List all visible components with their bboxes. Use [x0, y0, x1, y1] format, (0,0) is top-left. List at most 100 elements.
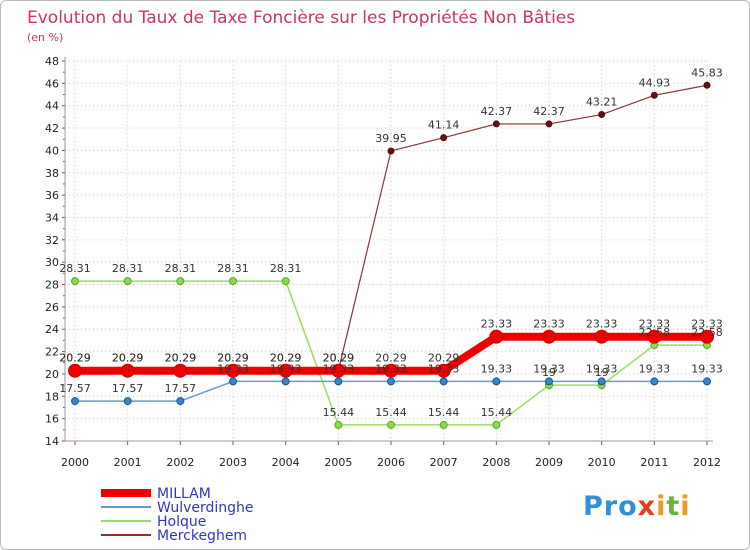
data-label-wulverdinghe: 19.33: [481, 362, 513, 375]
data-point-holque: [123, 277, 132, 286]
data-label-wulverdinghe: 19.33: [428, 362, 460, 375]
data-point-wulverdinghe: [650, 377, 659, 386]
data-point-millam: [542, 329, 556, 344]
data-point-wulverdinghe: [545, 377, 553, 386]
chart-title: Evolution du Taux de Taxe Foncière sur l…: [27, 8, 575, 28]
data-point-millam: [436, 363, 451, 378]
x-tick-label: 2005: [324, 456, 352, 469]
legend-label-holque: Holque: [157, 514, 206, 530]
x-tick-label: 2004: [272, 456, 300, 469]
data-point-millam: [700, 329, 714, 344]
data-label-millam: 23.33: [639, 318, 671, 331]
x-tick-label: 2009: [535, 456, 563, 469]
data-label-holque: 19: [542, 366, 556, 379]
data-point-merckeghem: [650, 91, 658, 99]
y-tick-label: 44: [45, 100, 59, 113]
y-tick-label: 40: [45, 144, 59, 157]
x-tick-label: 2001: [114, 456, 142, 469]
x-tick-label: 2003: [219, 456, 247, 469]
data-point-holque: [71, 277, 79, 286]
data-point-holque: [281, 277, 290, 286]
data-point-wulverdinghe: [334, 377, 343, 386]
data-point-wulverdinghe: [492, 377, 501, 386]
data-label-millam: 23.33: [691, 318, 723, 331]
data-point-holque: [176, 277, 185, 286]
x-tick-label: 2007: [430, 456, 458, 469]
x-tick-label: 2002: [166, 456, 194, 469]
data-point-merckeghem: [492, 120, 500, 128]
data-point-wulverdinghe: [439, 377, 448, 386]
legend-label-wulverdinghe: Wulverdinghe: [157, 500, 254, 516]
data-label-merckeghem: 20.29: [270, 352, 302, 365]
data-label-holque: 28.31: [270, 262, 302, 275]
data-point-millam: [647, 329, 662, 344]
data-label-wulverdinghe: 19.33: [691, 362, 723, 375]
data-point-merckeghem: [545, 120, 553, 128]
x-tick-label: 2008: [482, 456, 510, 469]
y-tick-label: 26: [45, 301, 59, 314]
data-point-holque: [387, 420, 395, 429]
data-label-merckeghem: 20.29: [165, 352, 197, 365]
y-tick-label: 22: [45, 346, 59, 359]
data-label-wulverdinghe: 17.57: [59, 382, 91, 395]
data-point-merckeghem: [387, 147, 395, 155]
data-point-millam: [173, 363, 188, 378]
data-point-millam: [331, 363, 346, 378]
data-label-millam: 20.29: [270, 352, 302, 365]
data-label-holque: 15.44: [428, 406, 460, 419]
data-label-merckeghem: 20.29: [112, 352, 144, 365]
data-label-millam: 20.29: [375, 352, 407, 365]
data-label-merckeghem: 42.37: [533, 105, 565, 118]
data-label-wulverdinghe: 17.57: [165, 382, 197, 395]
data-point-millam: [226, 363, 240, 378]
data-point-merckeghem: [440, 134, 448, 142]
x-tick-label: 2012: [693, 456, 721, 469]
y-tick-label: 16: [45, 413, 59, 426]
data-label-wulverdinghe: 19.33: [323, 362, 355, 375]
y-tick-label: 28: [45, 279, 59, 292]
data-point-wulverdinghe: [123, 397, 132, 406]
data-label-holque: 15.44: [481, 406, 513, 419]
data-point-wulverdinghe: [703, 377, 711, 386]
data-point-holque: [334, 420, 343, 429]
data-label-millam: 20.29: [217, 352, 249, 365]
data-point-wulverdinghe: [229, 377, 237, 386]
data-point-holque: [229, 277, 237, 286]
data-point-wulverdinghe: [71, 397, 79, 406]
data-label-millam: 20.29: [323, 352, 355, 365]
data-label-merckeghem: 41.14: [428, 119, 460, 132]
y-tick-label: 42: [45, 122, 59, 135]
data-label-holque: 15.44: [375, 406, 407, 419]
data-label-merckeghem: 39.95: [375, 132, 407, 145]
data-point-merckeghem: [703, 81, 711, 89]
legend-label-millam: MILLAM: [157, 486, 211, 502]
data-point-holque: [439, 420, 448, 429]
data-label-merckeghem: 42.37: [481, 105, 513, 118]
data-point-millam: [594, 329, 609, 344]
data-point-wulverdinghe: [597, 377, 606, 386]
data-label-wulverdinghe: 19.33: [375, 362, 407, 375]
y-tick-label: 38: [45, 167, 59, 180]
data-point-wulverdinghe: [387, 377, 395, 386]
data-label-merckeghem: 44.93: [639, 76, 671, 89]
data-label-merckeghem: 43.21: [586, 96, 618, 109]
y-tick-label: 14: [45, 435, 59, 448]
data-point-millam: [384, 363, 398, 378]
data-point-millam: [68, 363, 82, 378]
data-point-holque: [492, 420, 501, 429]
data-label-holque: 28.31: [112, 262, 144, 275]
data-point-merckeghem: [598, 111, 606, 119]
y-tick-label: 24: [45, 323, 59, 336]
data-point-millam: [120, 363, 135, 378]
data-label-merckeghem: 20.29: [59, 352, 91, 365]
y-tick-label: 48: [45, 55, 59, 68]
data-label-merckeghem: 20.29: [217, 352, 249, 365]
data-label-merckeghem: 20.29: [323, 352, 355, 365]
data-label-holque: 28.31: [165, 262, 197, 275]
data-point-millam: [278, 363, 293, 378]
data-label-holque: 19: [595, 366, 609, 379]
data-label-wulverdinghe: 19.33: [639, 362, 671, 375]
data-point-millam: [489, 329, 504, 344]
data-label-millam: 20.29: [428, 352, 460, 365]
